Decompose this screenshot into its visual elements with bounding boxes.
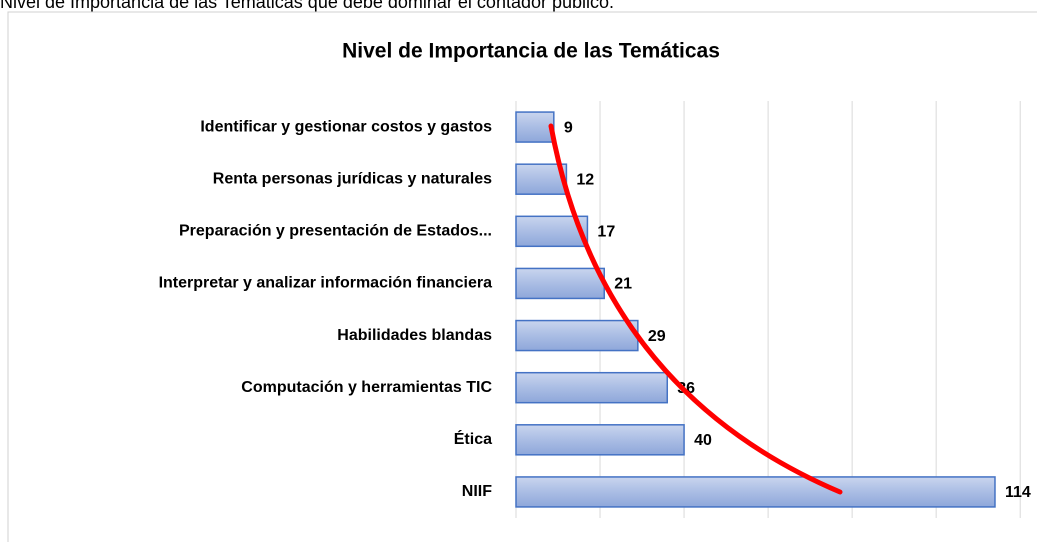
bar [515, 371, 669, 404]
bar [515, 424, 685, 456]
value-label: 9 [564, 119, 573, 136]
category-label: Computación y herramientas TIC [241, 379, 492, 396]
caption: Nivel de Importancia de las Temáticas qu… [0, 0, 614, 12]
category-label: Renta personas jurídicas y naturales [213, 170, 492, 187]
category-label: Interpretar y analizar información finan… [159, 275, 493, 292]
bar [515, 267, 605, 300]
bar [515, 476, 996, 508]
bar [515, 111, 555, 143]
value-label: 29 [648, 328, 666, 345]
chart-border [7, 11, 1037, 542]
value-label: 12 [576, 171, 594, 188]
category-label: Identificar y gestionar costos y gastos [200, 118, 492, 135]
value-label: 40 [694, 432, 712, 449]
category-label: Ética [454, 429, 492, 448]
value-label: 21 [614, 276, 632, 293]
category-label: NIIF [462, 483, 492, 500]
value-label: 114 [1005, 484, 1031, 501]
chart-title: Nivel de Importancia de las Temáticas [342, 40, 720, 63]
category-label: Habilidades blandas [337, 327, 492, 344]
value-label: 17 [597, 224, 615, 241]
bars: Identificar y gestionar costos y gastos 9… [159, 111, 1031, 508]
annotation-curve [548, 123, 843, 495]
bar [515, 319, 639, 352]
category-label: Preparación y presentación de Estados... [179, 223, 492, 240]
